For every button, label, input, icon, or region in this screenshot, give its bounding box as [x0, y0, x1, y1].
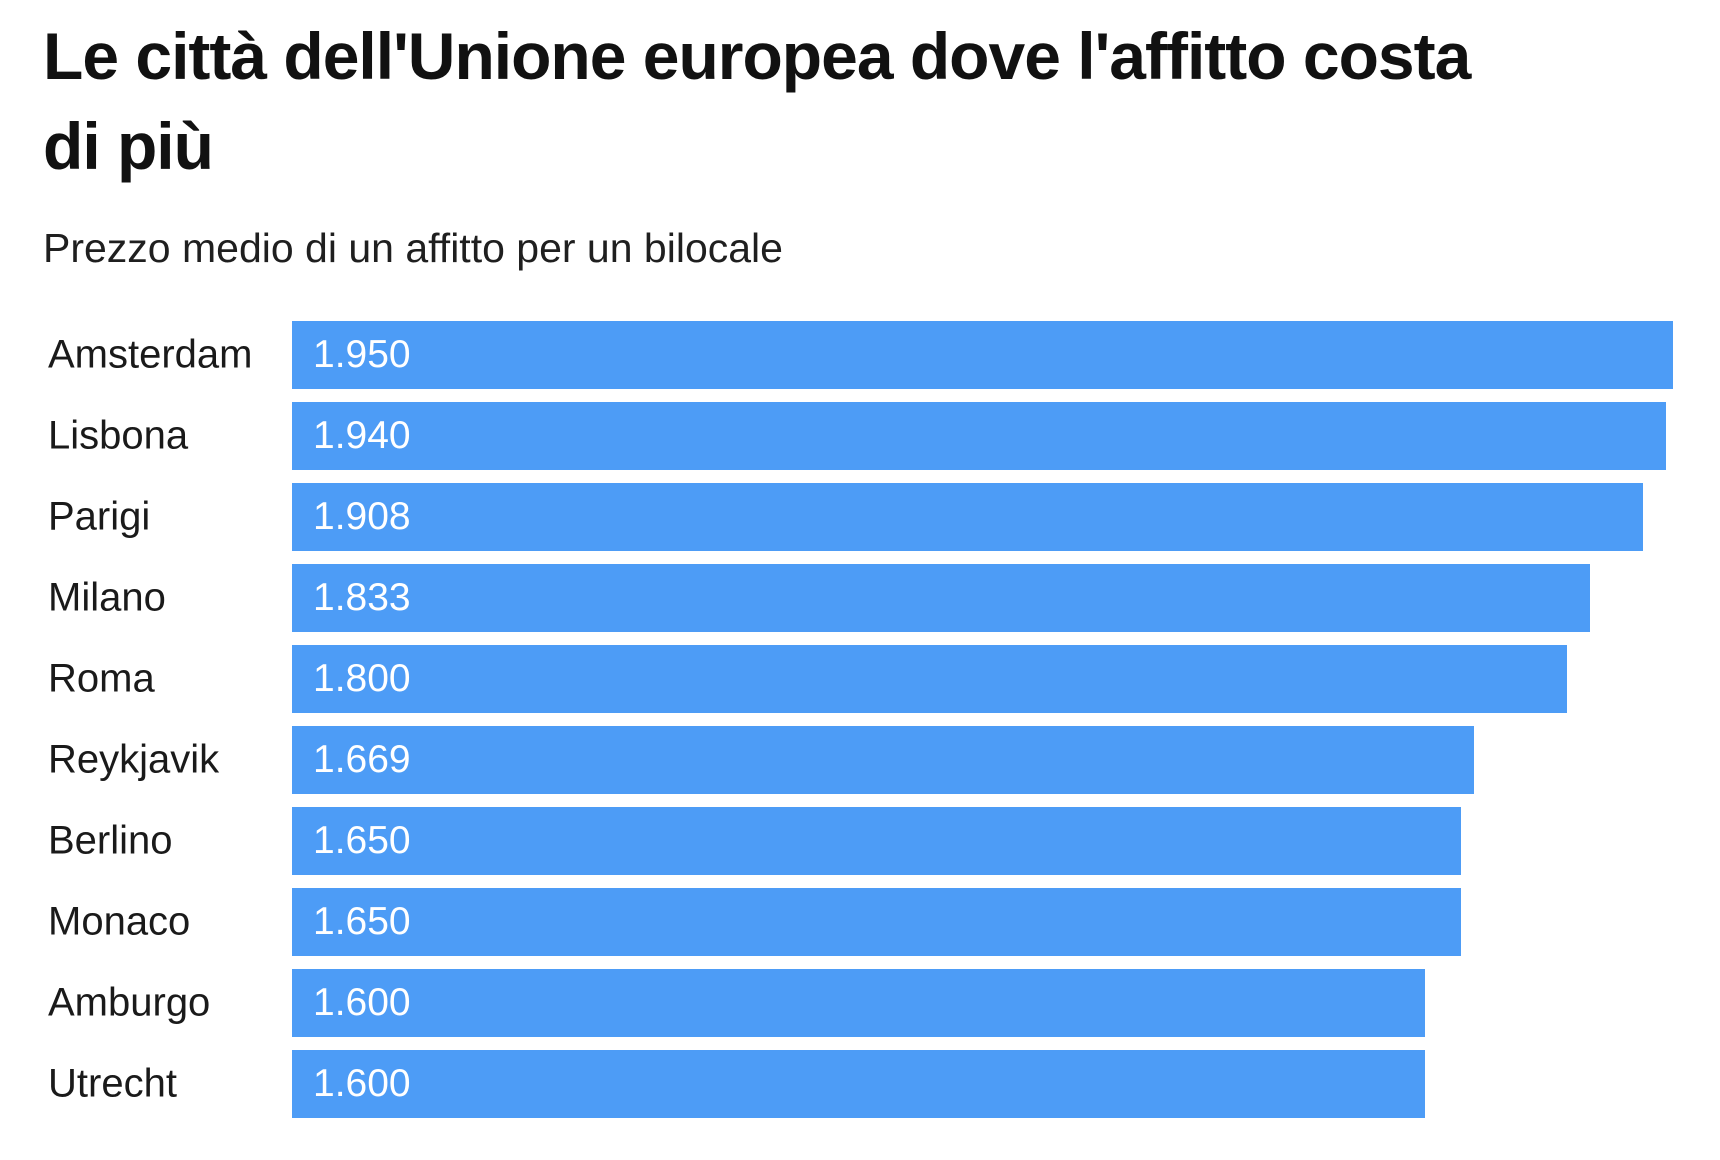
bar: 1.940: [292, 401, 1666, 470]
chart-row: Monaco 1.650: [43, 887, 1720, 956]
bar: 1.908: [292, 482, 1643, 551]
bar: 1.833: [292, 563, 1590, 632]
chart-title: Le città dell'Unione europea dove l'affi…: [43, 12, 1720, 192]
row-label: Parigi: [48, 494, 151, 539]
bar-value: 1.800: [313, 656, 411, 700]
row-label: Amburgo: [48, 980, 211, 1025]
chart-title-line-2: di più: [43, 108, 214, 183]
bar: 1.669: [292, 725, 1474, 794]
chart-row: Reykjavik 1.669: [43, 725, 1720, 794]
bar-value: 1.669: [313, 737, 411, 781]
bar: 1.800: [292, 644, 1567, 713]
bar-value: 1.650: [313, 818, 411, 862]
bar: 1.600: [292, 968, 1425, 1037]
bar-value: 1.908: [313, 494, 411, 538]
row-label: Monaco: [48, 899, 191, 944]
bar-value: 1.833: [313, 575, 411, 619]
bar-value: 1.600: [313, 980, 411, 1024]
bar: 1.950: [292, 320, 1673, 389]
chart-row: Parigi 1.908: [43, 482, 1720, 551]
row-label: Berlino: [48, 818, 173, 863]
row-label: Utrecht: [48, 1061, 177, 1106]
chart-row: Utrecht 1.600: [43, 1049, 1720, 1118]
row-label: Roma: [48, 656, 155, 701]
bar: 1.650: [292, 806, 1461, 875]
row-label: Reykjavik: [48, 737, 220, 782]
bar-value: 1.650: [313, 899, 411, 943]
chart-row: Amburgo 1.600: [43, 968, 1720, 1037]
chart-row: Milano 1.833: [43, 563, 1720, 632]
bar-value: 1.950: [313, 332, 411, 376]
bar: 1.650: [292, 887, 1461, 956]
chart-row: Roma 1.800: [43, 644, 1720, 713]
chart-row: Amsterdam 1.950: [43, 320, 1720, 389]
chart-row: Berlino 1.650: [43, 806, 1720, 875]
chart-title-line-1: Le città dell'Unione europea dove l'affi…: [43, 19, 1471, 93]
chart-subtitle: Prezzo medio di un affitto per un biloca…: [43, 224, 783, 271]
bar: 1.600: [292, 1049, 1425, 1118]
bar-chart: Amsterdam 1.950 Lisbona 1.940 Parigi 1.9…: [43, 320, 1720, 1118]
row-label: Lisbona: [48, 413, 189, 458]
chart-row: Lisbona 1.940: [43, 401, 1720, 470]
row-label: Amsterdam: [48, 332, 253, 377]
bar-value: 1.940: [313, 413, 411, 457]
row-label: Milano: [48, 575, 166, 620]
bar-value: 1.600: [313, 1061, 411, 1105]
